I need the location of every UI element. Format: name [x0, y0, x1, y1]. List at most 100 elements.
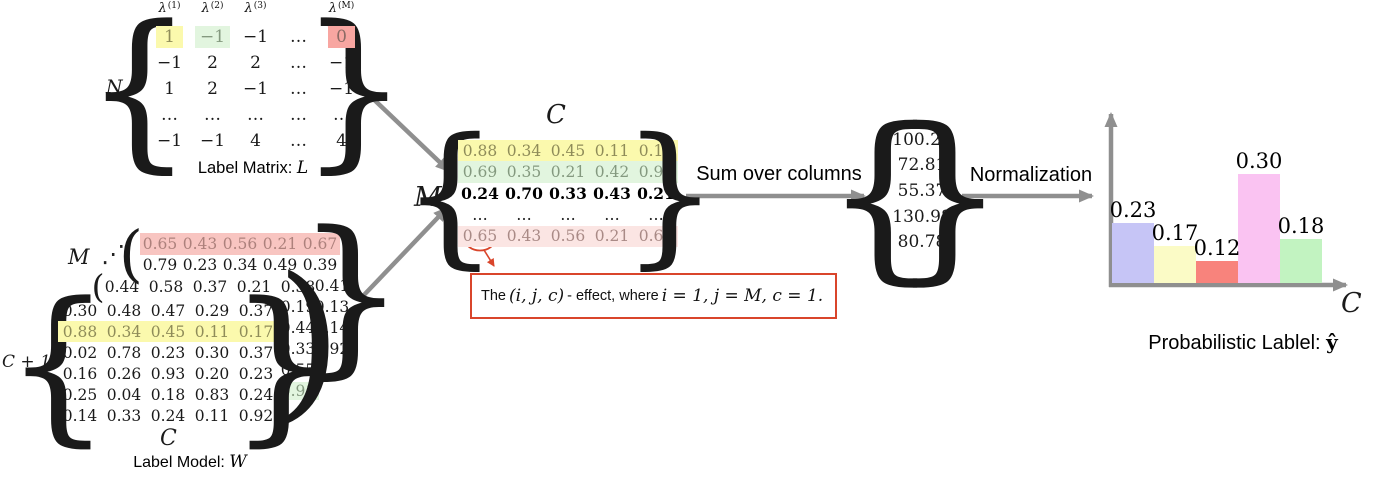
matrix-row: 0.33	[276, 339, 320, 360]
matrix-cell: 0.56	[222, 234, 258, 253]
matrix-row: 0.91	[276, 380, 320, 401]
sum-vector: 100.23 72.81 55.37 130.98 80.78	[892, 127, 952, 255]
matrix-cell: 0.44	[280, 319, 316, 338]
lambda-headers: λ (1) λ (2) λ (3) λ (M)	[148, 1, 363, 16]
effect-open-brace-icon: {	[401, 105, 499, 284]
probability-bar-chart	[1112, 103, 1342, 283]
matrix-cell: 0.43	[506, 227, 542, 246]
matrix-cell: 0.48	[106, 301, 142, 320]
annotation-prefix: The	[481, 288, 506, 304]
matrix-cell: 0.45	[550, 141, 586, 160]
matrix-cell: …	[516, 205, 532, 224]
label-model-symbol: W	[229, 452, 247, 472]
matrix-row: 0.79 0.23 0.34 0.49 0.39	[140, 255, 340, 277]
matrix-cell: 0.43	[182, 234, 218, 253]
matrix-row: 0.55	[276, 359, 320, 380]
c-plus-1-dimension-label: C + 1	[2, 352, 51, 372]
probability-bar	[1154, 246, 1196, 283]
lambda-header: λ (2)	[201, 1, 224, 16]
matrix-cell: 0.88	[462, 141, 498, 160]
matrix-row: 100.23	[892, 127, 952, 153]
labelmodel-middle-toprow: 0.44 0.58 0.37 0.21 0.38	[100, 276, 320, 297]
matrix-cell: …	[161, 105, 178, 125]
matrix-cell: 0.88	[62, 322, 98, 341]
matrix-cell: …	[290, 53, 307, 73]
labelmodel-front-grid: 0.30 0.48 0.47 0.29 0.37 0.88 0.34 0.45 0.11 0.17…	[58, 300, 278, 426]
matrix-cell: 1	[164, 79, 175, 99]
matrix-cell: …	[333, 105, 350, 125]
matrix-cell: 2	[207, 79, 218, 99]
matrix-row: 0.69 0.35 0.21 0.42 0.91	[458, 161, 678, 183]
matrix-cell: 0.23	[150, 343, 186, 362]
matrix-cell: 0.11	[194, 406, 230, 425]
matrix-cell: 0.79	[142, 256, 178, 275]
normalization-label: Normalization	[969, 164, 1093, 186]
matrix-cell: …	[290, 105, 307, 125]
matrix-cell: 0.91	[638, 163, 674, 182]
sum-over-columns-label: Sum over columns	[696, 163, 862, 185]
bar-value-label: 0.18	[1277, 214, 1325, 238]
matrix-cell: 0.92	[238, 406, 274, 425]
matrix-cell: 72.81	[897, 155, 947, 176]
matrix-cell: 0.02	[62, 343, 98, 362]
bar-value-label: 0.17	[1151, 221, 1199, 245]
matrix-cell: 0.47	[150, 301, 186, 320]
matrix-cell: 0.24	[238, 385, 274, 404]
matrix-cell: 0.24	[150, 406, 186, 425]
matrix-cell: −1	[242, 79, 269, 99]
matrix-cell: 0.78	[106, 343, 142, 362]
matrix-cell: 0.29	[194, 301, 230, 320]
matrix-cell: 0.33	[106, 406, 142, 425]
back-layer-open-paren-icon: (	[118, 217, 144, 290]
matrix-cell: 2	[207, 53, 218, 73]
matrix-cell: 0.34	[222, 256, 258, 275]
matrix-cell: 0.14	[62, 406, 98, 425]
lambda-header	[277, 1, 320, 16]
matrix-cell: 0.93	[150, 364, 186, 383]
left-brace-icon: {	[84, 0, 194, 189]
matrix-cell: 1	[148, 26, 191, 48]
matrix-cell: 4	[336, 131, 347, 151]
matrix-cell: −1	[242, 27, 269, 47]
label-matrix-caption-text: Label Matrix:	[197, 159, 297, 177]
depth-dots-icon: ⋰	[101, 240, 125, 268]
chart-caption-text: Probabilistic Lablel:	[1148, 332, 1327, 354]
matrix-cell: 0.38	[280, 277, 316, 296]
matrix-cell: 0.18	[150, 385, 186, 404]
matrix-cell: 55.37	[897, 180, 947, 201]
matrix-cell: …	[604, 205, 620, 224]
annotation-middle: - effect, where	[567, 288, 659, 304]
labelmodel-back-lastcol: 0.41 0.13 0.14 0.92	[312, 275, 352, 359]
matrix-row: 1 −1 −1… 0	[148, 24, 363, 50]
matrix-cell: 0.70	[505, 183, 543, 203]
matrix-cell: 0.45	[150, 322, 186, 341]
matrix-cell: 0.44	[104, 277, 140, 296]
matrix-row: 0.16 0.26 0.93 0.20 0.23	[58, 363, 278, 384]
matrix-cell: 130.98	[892, 206, 952, 227]
matrix-cell: −1	[328, 79, 355, 99]
matrix-cell: 0.33	[549, 183, 587, 203]
matrix-cell: 0.41	[314, 276, 350, 295]
matrix-cell: …	[290, 27, 307, 47]
matrix-cell: 100.23	[892, 129, 952, 150]
matrix-cell: 0.39	[302, 256, 338, 275]
matrix-cell: 0.49	[262, 256, 298, 275]
matrix-row: 0.14 0.33 0.24 0.11 0.92	[58, 405, 278, 426]
bar-value-label: 0.12	[1193, 236, 1241, 260]
annotation-tuple: (i, j, c)	[509, 286, 565, 306]
matrix-cell: 0.16	[62, 364, 98, 383]
effect-c-dimension-label: C	[546, 100, 566, 130]
matrix-row: 0.41	[312, 275, 352, 296]
matrix-cell: 0.67	[638, 227, 674, 246]
matrix-cell: 2	[250, 53, 261, 73]
matrix-row: −1 −1 4 … 4	[148, 128, 363, 154]
matrix-row: 0.92	[312, 338, 352, 359]
matrix-row: 0.14	[312, 317, 352, 338]
lambda-header: λ (3)	[244, 1, 267, 16]
matrix-cell: 0.42	[594, 163, 630, 182]
matrix-cell: 0.21	[594, 227, 630, 246]
matrix-cell: …	[472, 205, 488, 224]
chart-caption-symbol: ŷ	[1326, 330, 1338, 354]
matrix-cell: −1	[191, 26, 234, 48]
matrix-row: −1 2 2 … −1	[148, 50, 363, 76]
